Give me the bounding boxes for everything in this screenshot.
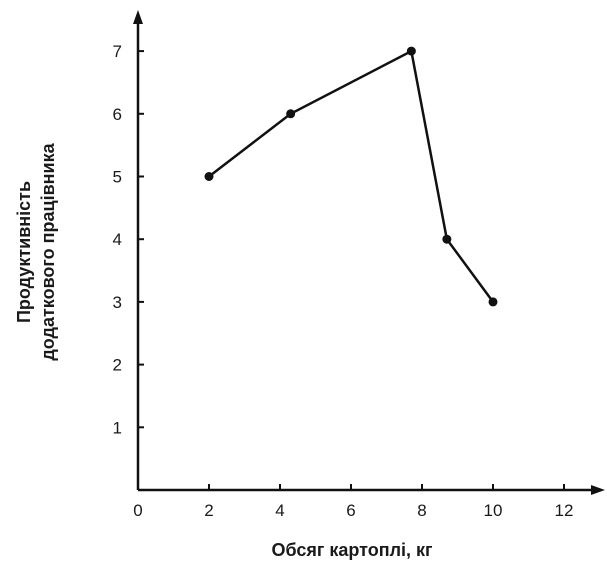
x-tick-label: 8	[417, 501, 426, 520]
x-tick-label: 6	[346, 501, 355, 520]
data-point	[442, 234, 452, 244]
y-tick-label: 7	[113, 42, 122, 61]
data-point	[286, 109, 296, 119]
x-axis-title: Обсяг картоплі, кг	[271, 540, 433, 560]
data-point	[488, 297, 498, 307]
data-point	[406, 46, 416, 56]
x-tick-label: 10	[484, 501, 503, 520]
series-layer	[204, 46, 498, 307]
y-tick-label: 1	[113, 418, 122, 437]
x-tick-label: 12	[555, 501, 574, 520]
x-axis-arrow	[591, 485, 605, 495]
y-axis-title-line-2: додаткового працівника	[38, 142, 58, 360]
x-tick-label: 4	[275, 501, 284, 520]
series-line	[208, 49, 495, 303]
x-tick-label: 0	[133, 501, 142, 520]
data-point	[204, 172, 214, 181]
y-axis-arrow	[133, 10, 143, 24]
y-tick-label: 3	[113, 293, 122, 312]
y-tick-label: 2	[113, 356, 122, 375]
x-tick-label: 2	[204, 501, 213, 520]
y-tick-label: 5	[113, 168, 122, 187]
y-axis-title-line-1: Продуктивність	[14, 181, 34, 323]
y-tick-label: 6	[113, 105, 122, 124]
y-tick-label: 4	[113, 230, 122, 249]
